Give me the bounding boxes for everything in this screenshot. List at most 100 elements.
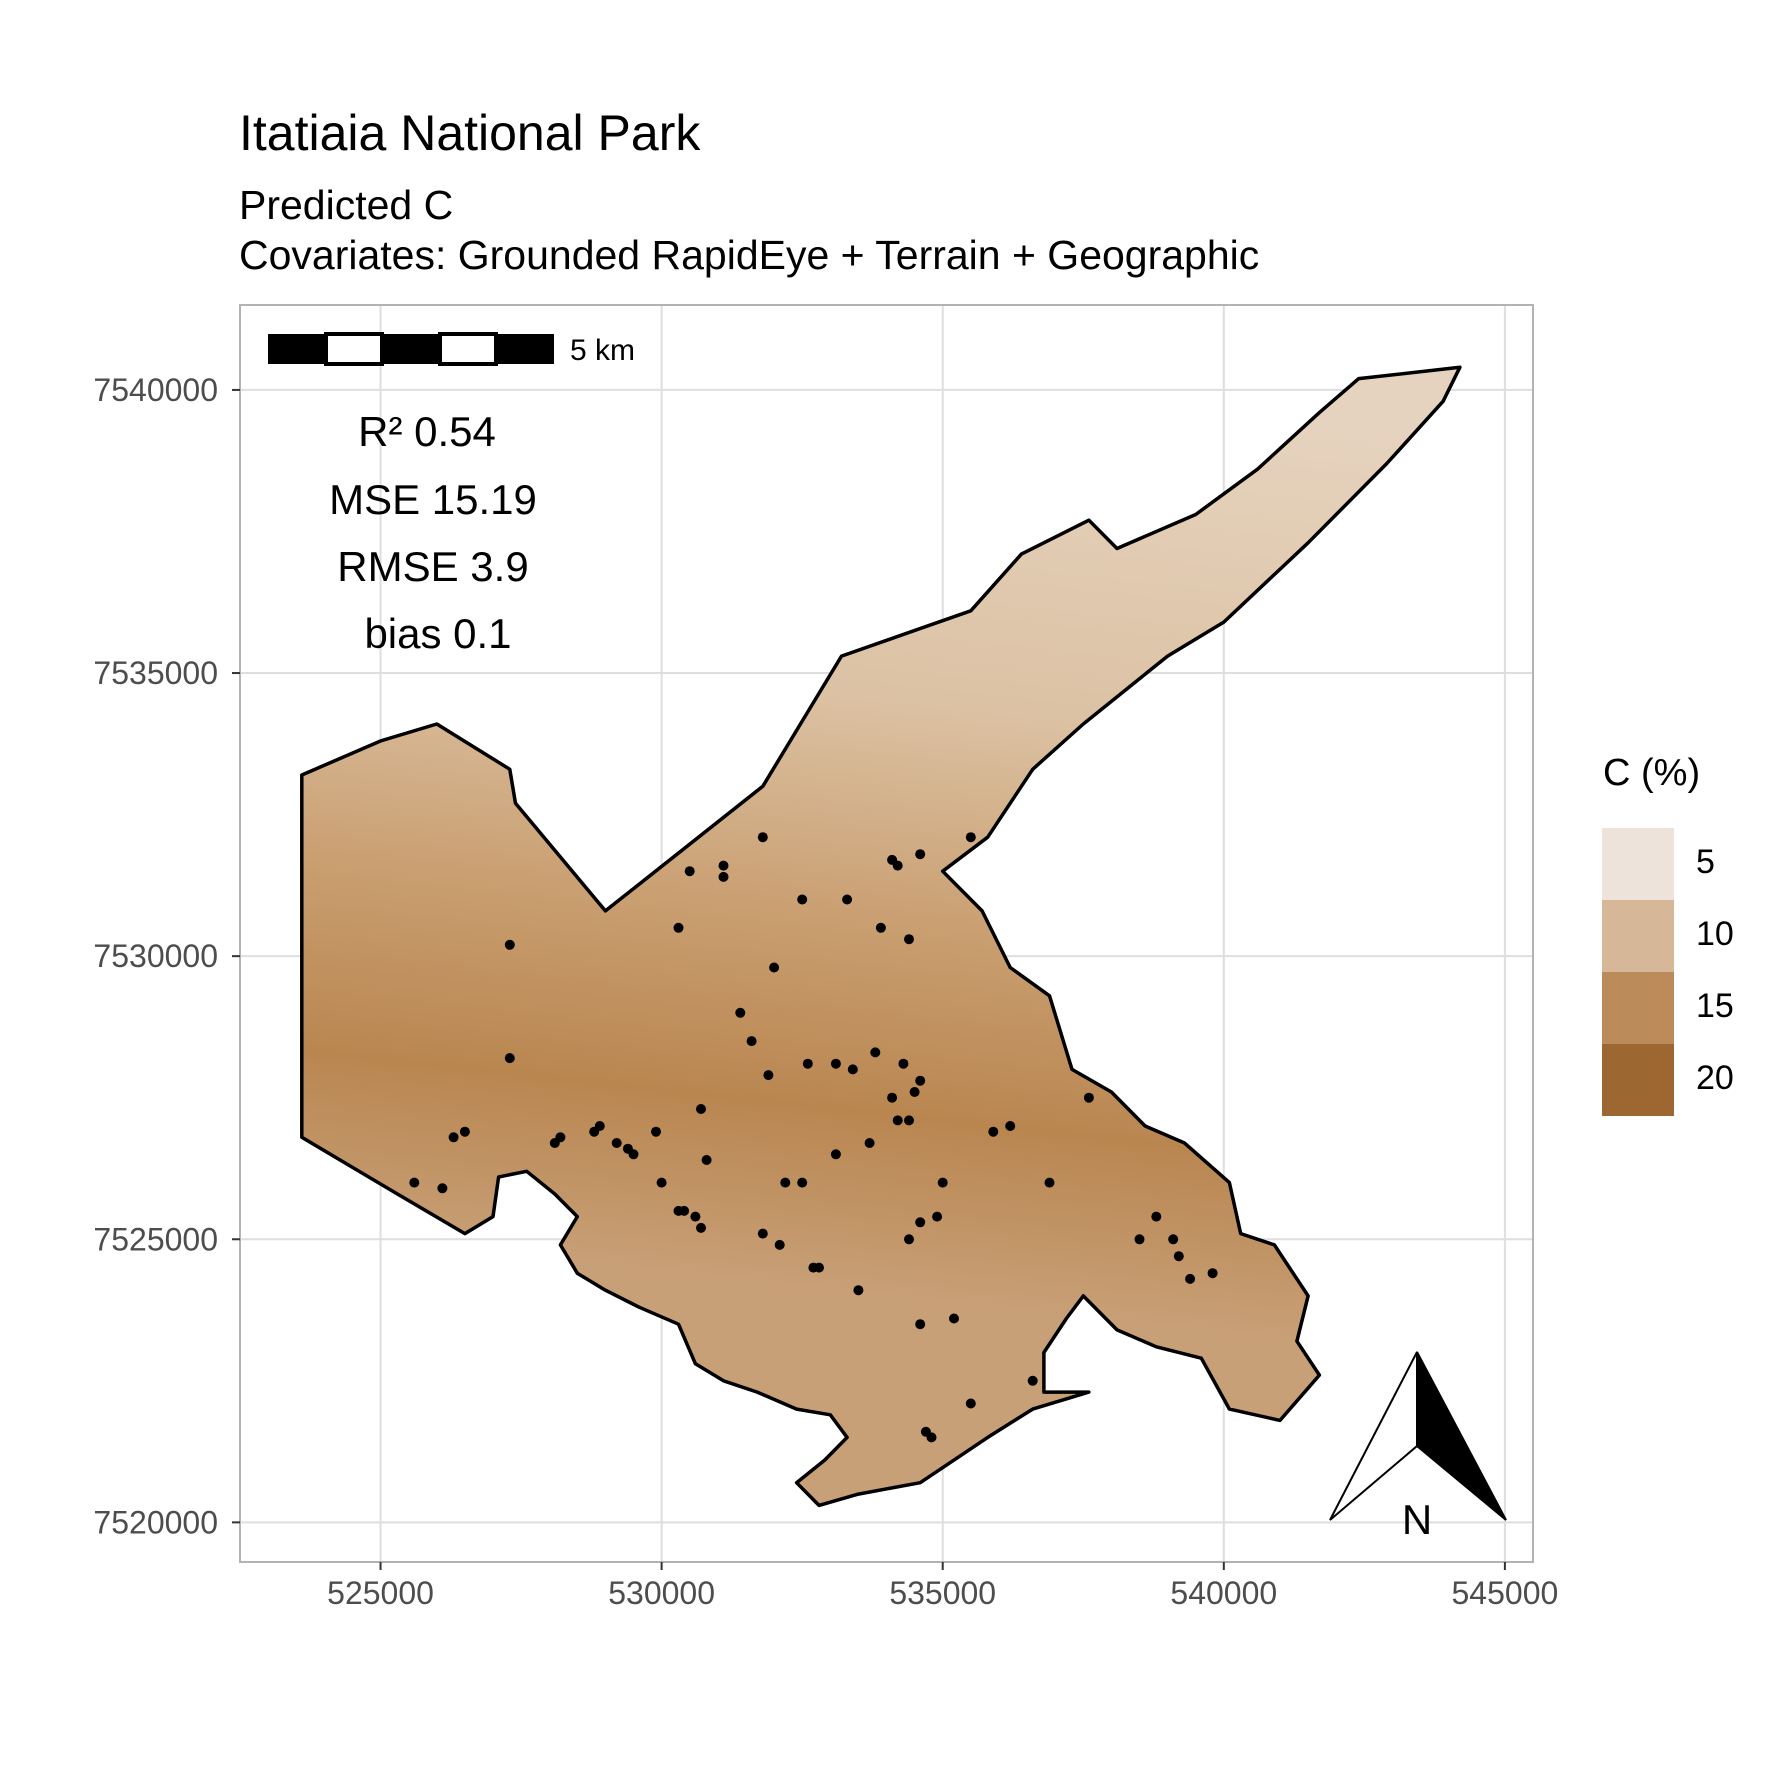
sample-point: [718, 871, 729, 882]
sample-point: [696, 1104, 706, 1114]
sample-point: [847, 1064, 858, 1075]
predicted-carbon-raster: [301, 367, 1460, 1506]
sample-point: [757, 832, 768, 843]
sample-point: [769, 962, 780, 973]
sample-point: [701, 1155, 712, 1165]
model-stats: R² 0.54 MSE 15.19 RMSE 3.9 bias 0.1: [329, 408, 537, 657]
x-tick-label: 540000: [1170, 1575, 1277, 1611]
sample-point: [926, 1432, 937, 1443]
sample-point: [757, 1228, 768, 1239]
sample-point: [853, 1285, 864, 1296]
sample-point: [746, 1036, 757, 1047]
sample-point: [904, 934, 914, 945]
scale-bar: 5 km: [268, 332, 635, 367]
legend-key-10: [1602, 900, 1674, 972]
sample-point: [797, 894, 808, 905]
legend-key-5: [1602, 828, 1674, 900]
subtitle-predicted: Predicted C: [239, 182, 454, 228]
sample-point: [892, 1115, 903, 1126]
x-tick-label: 530000: [608, 1575, 715, 1611]
sample-point: [594, 1121, 605, 1131]
x-tick-label: 545000: [1452, 1575, 1559, 1611]
stat-bias: bias 0.1: [364, 610, 511, 657]
sample-point: [651, 1126, 661, 1137]
x-tick-label: 535000: [889, 1575, 996, 1611]
sample-point: [718, 860, 729, 871]
sample-point: [696, 1222, 706, 1233]
stat-r2: R² 0.54: [358, 408, 496, 455]
y-tick-label: 7540000: [93, 372, 218, 408]
sample-point: [504, 939, 515, 950]
x-tick-label: 525000: [327, 1575, 434, 1611]
sample-point: [628, 1149, 639, 1160]
sample-point: [774, 1239, 785, 1250]
sample-point: [887, 1092, 898, 1103]
sample-point: [409, 1177, 420, 1188]
sample-point: [797, 1177, 808, 1188]
sample-point: [448, 1132, 459, 1143]
sample-point: [915, 1075, 926, 1086]
sample-point: [915, 849, 926, 860]
sample-point: [1134, 1234, 1145, 1245]
x-axis: 525000 530000 535000 540000 545000: [327, 1562, 1558, 1611]
sample-point: [909, 1087, 920, 1097]
sample-point: [684, 866, 695, 877]
y-tick-label: 7525000: [93, 1221, 218, 1257]
sample-point: [673, 922, 684, 933]
stat-mse: MSE 15.19: [329, 476, 537, 523]
north-arrow-right-wing: [1416, 1351, 1507, 1521]
y-tick-label: 7535000: [93, 655, 218, 691]
sample-point: [830, 1058, 841, 1069]
sample-point: [1207, 1268, 1218, 1279]
north-arrow: N: [1329, 1351, 1507, 1543]
legend-label-5: 5: [1696, 843, 1715, 881]
legend-label-15: 15: [1696, 987, 1734, 1025]
legend-title: C (%): [1603, 752, 1701, 794]
north-arrow-label: N: [1402, 1496, 1432, 1543]
sample-point: [780, 1177, 791, 1188]
legend-label-20: 20: [1696, 1059, 1734, 1097]
sample-point: [1168, 1234, 1179, 1245]
sample-point: [904, 1115, 914, 1126]
page-title: Itatiaia National Park: [239, 105, 701, 161]
sample-point: [814, 1262, 824, 1273]
legend-key-20: [1602, 1044, 1674, 1116]
sample-point: [864, 1138, 875, 1148]
sample-point: [898, 1058, 909, 1069]
panel-border: [239, 304, 1534, 1563]
sample-point: [437, 1183, 448, 1194]
legend-key-15: [1602, 972, 1674, 1044]
sample-point: [1185, 1273, 1196, 1284]
sample-point: [875, 922, 886, 933]
sample-point: [965, 832, 976, 843]
sample-point: [904, 1234, 914, 1245]
sample-points: [409, 832, 1218, 1443]
sample-point: [915, 1319, 926, 1330]
sample-point: [690, 1211, 701, 1222]
sample-point: [459, 1126, 470, 1137]
sample-point: [965, 1398, 976, 1409]
sample-point: [555, 1132, 566, 1143]
legend-label-10: 10: [1696, 915, 1734, 953]
sample-point: [932, 1211, 943, 1222]
sample-point: [842, 894, 853, 905]
park-boundary: [300, 365, 1462, 1508]
sample-point: [988, 1126, 999, 1137]
sample-point: [870, 1047, 881, 1058]
y-tick-label: 7530000: [93, 938, 218, 974]
sample-point: [892, 860, 903, 871]
sample-point: [504, 1053, 515, 1064]
sample-point: [830, 1149, 841, 1160]
sample-point: [1005, 1121, 1016, 1131]
sample-point: [656, 1177, 667, 1188]
sample-point: [1083, 1092, 1094, 1103]
y-axis: 7520000 7525000 7530000 7535000 7540000: [93, 372, 240, 1540]
sample-point: [763, 1070, 774, 1081]
scale-bar-label: 5 km: [570, 334, 635, 367]
y-tick-label: 7520000: [93, 1504, 218, 1540]
sample-point: [1151, 1211, 1162, 1222]
stat-rmse: RMSE 3.9: [337, 543, 528, 590]
sample-point: [802, 1058, 813, 1069]
sample-point: [1027, 1375, 1038, 1386]
